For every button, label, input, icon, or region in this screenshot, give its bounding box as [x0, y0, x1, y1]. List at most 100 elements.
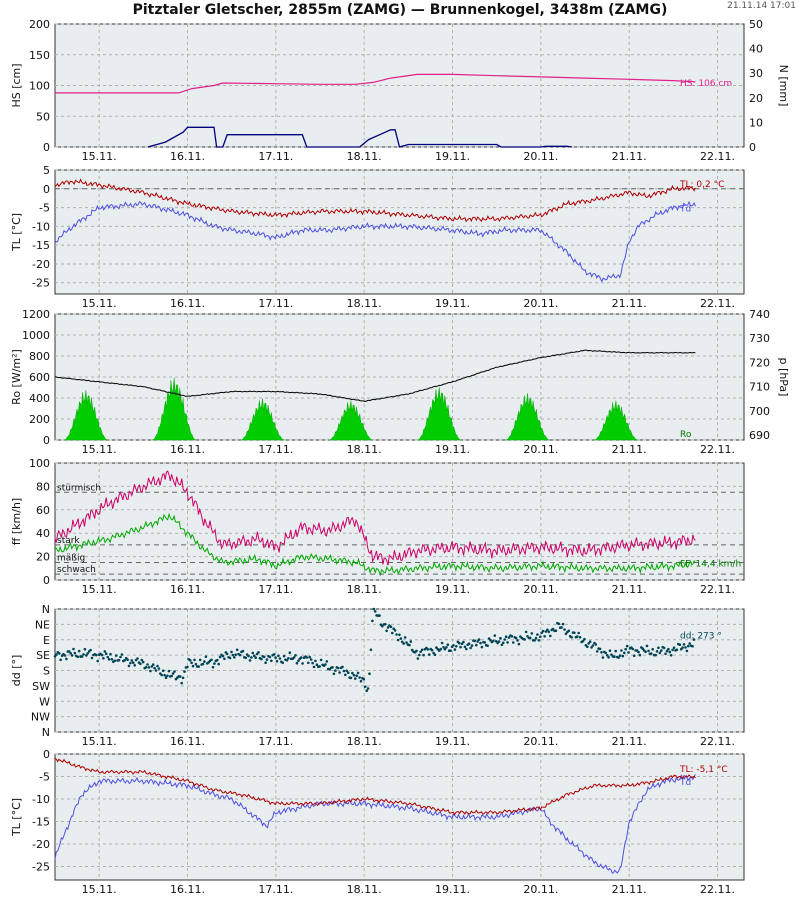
series-dd-point [623, 651, 626, 655]
x-tick-label-wind: 17.11. [258, 583, 293, 596]
series-dd-point [546, 628, 549, 632]
y-tick-label-wind-direction: S [43, 665, 50, 678]
series-dd-point [344, 673, 347, 677]
series-dd-point [318, 665, 322, 668]
series-dd-point [500, 643, 504, 647]
x-tick-label-temp-2855: 21.11. [612, 297, 647, 310]
series-dd-point [386, 626, 390, 629]
x-tick-label-snow: 20.11. [523, 150, 558, 163]
series-dd-point [621, 654, 625, 658]
series-dd-point [645, 644, 649, 648]
x-tick-label-temp-3438: 21.11. [612, 883, 647, 896]
series-dd-point [210, 658, 213, 662]
series-dd-point [567, 629, 571, 633]
series-dd-point [581, 639, 585, 643]
series-dd-point [475, 643, 478, 647]
y2-axis-label-snow: N [mm] [777, 65, 790, 107]
series-dd-point [58, 652, 61, 655]
series-dd-point [201, 662, 205, 666]
series-dd-point [583, 637, 586, 641]
y-tick-label-radiation-pressure: 1200 [22, 308, 50, 321]
y-tick-label-wind-direction: NE [35, 618, 50, 631]
series-ro-area [417, 387, 462, 441]
series-dd-point [262, 655, 266, 659]
series-dd-point [685, 649, 689, 653]
series-dd-point [473, 639, 477, 643]
y-tick-label-wind-direction: SW [32, 680, 50, 693]
series-dd-point [415, 649, 418, 653]
series-dd-point [369, 648, 373, 652]
series-dd-point [73, 651, 77, 655]
x-tick-label-radiation-pressure: 18.11. [347, 443, 382, 456]
series-dd-point [72, 647, 75, 651]
series-dd-point [449, 649, 452, 652]
y-tick-label-snow: 200 [29, 18, 50, 31]
series-dd-point [631, 647, 635, 651]
series-dd-point [600, 651, 603, 654]
series-dd-point [660, 649, 663, 652]
y-tick-label-snow: 100 [29, 80, 50, 93]
series-dd-point [129, 661, 132, 665]
series-ro-area [240, 398, 285, 441]
series-dd-point [658, 651, 662, 655]
series-dd-point [537, 639, 541, 642]
series-dd-point [430, 648, 434, 652]
series-dd-point [400, 640, 404, 644]
series-dd-point [194, 662, 198, 666]
series-dd-point [181, 676, 185, 680]
series-dd-point [469, 646, 472, 650]
series-dd-point [385, 629, 388, 633]
series-dd-point [257, 651, 260, 654]
series-dd-point [426, 648, 430, 651]
x-tick-label-radiation-pressure: 22.11. [700, 443, 735, 456]
series-dd-point [76, 655, 80, 659]
series-dd-point [409, 640, 413, 643]
y-tick-label-temp-3438: -10 [32, 793, 50, 806]
series-dd-point [247, 654, 250, 658]
series-dd-point [445, 646, 448, 649]
y-tick-label-wind-direction: NW [31, 711, 50, 724]
series-dd-point [127, 664, 131, 668]
y-tick-label-wind-direction: N [42, 603, 50, 616]
series-dd-point [319, 658, 323, 662]
series-dd-point [178, 675, 182, 678]
y-tick-label-radiation-pressure: 200 [29, 413, 50, 426]
series-dd-point [65, 657, 68, 661]
series-dd-point [371, 619, 374, 623]
series-dd-point [477, 638, 481, 641]
series-ro-area [593, 400, 639, 441]
series-td-line-3438 [54, 773, 696, 874]
annotation-dd: dd: 273 ° [680, 632, 722, 642]
series-dd-point [70, 654, 74, 657]
series-ro-area [328, 400, 374, 441]
x-tick-label-wind: 18.11. [347, 583, 382, 596]
y2-tick-label-snow: 30 [749, 67, 763, 80]
series-dd-point [119, 655, 122, 659]
series-dd-point [150, 665, 154, 668]
series-dd-point [363, 685, 367, 688]
series-dd-point [463, 645, 467, 649]
x-tick-label-wind-direction: 18.11. [347, 735, 382, 748]
series-dd-point [77, 649, 81, 653]
series-dd-point [570, 636, 573, 639]
series-dd-point [204, 655, 208, 658]
series-dd-point [561, 622, 565, 626]
series-dd-point [591, 644, 595, 647]
series-dd-point [681, 646, 684, 649]
series-dd-point [146, 663, 149, 666]
series-dd-point [442, 646, 445, 649]
series-dd-point [63, 654, 67, 657]
x-tick-label-radiation-pressure: 17.11. [258, 443, 293, 456]
series-dd-point [383, 622, 387, 626]
x-tick-label-temp-3438: 16.11. [170, 883, 205, 896]
series-dd-point [541, 629, 545, 633]
series-tl-line-3438 [54, 757, 696, 816]
series-dd-point [668, 650, 672, 654]
x-tick-label-snow: 17.11. [258, 150, 293, 163]
y2-tick-label-radiation-pressure: 710 [749, 381, 770, 394]
y-tick-label-temp-2855: 5 [43, 164, 50, 177]
series-dd-point [309, 658, 313, 661]
y-tick-label-wind-direction: W [39, 695, 50, 708]
series-dd-point [647, 649, 650, 653]
